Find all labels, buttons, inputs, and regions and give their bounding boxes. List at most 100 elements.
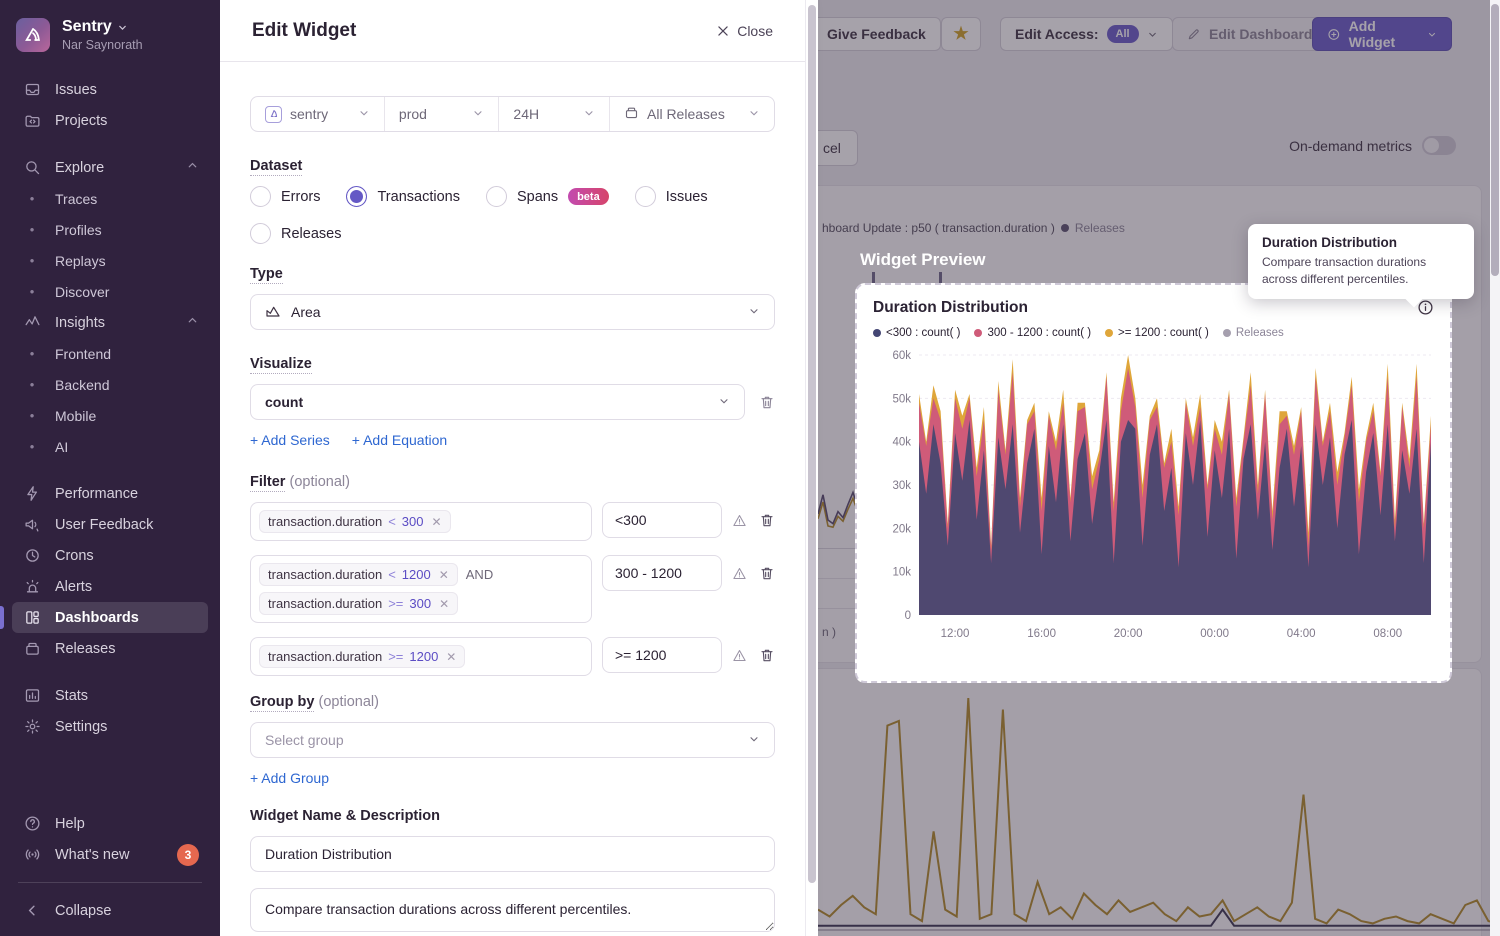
filter-conditions-input[interactable]: transaction.duration >= 1200 ✕ xyxy=(250,637,592,676)
sidebar-item-crons[interactable]: Crons xyxy=(12,540,208,571)
legend-item[interactable]: 300 - 1200 : count( ) xyxy=(974,327,1091,339)
sidebar-item-discover[interactable]: • Discover xyxy=(12,276,208,307)
add-equation-link[interactable]: + Add Equation xyxy=(351,432,448,448)
cancel-button-partial[interactable]: cel xyxy=(818,130,858,166)
sidebar-item-dashboards[interactable]: Dashboards xyxy=(0,602,208,633)
legend-item[interactable]: Releases xyxy=(1222,327,1284,339)
radio-icon[interactable] xyxy=(250,223,271,244)
time-range-selector[interactable]: 24H xyxy=(498,97,609,131)
dataset-option-spans[interactable]: Spans beta xyxy=(485,186,609,207)
sidebar-item-stats[interactable]: Stats xyxy=(12,680,208,711)
releases-selector[interactable]: All Releases xyxy=(609,97,774,131)
radio-icon[interactable] xyxy=(485,186,507,207)
sidebar-item-insights[interactable]: Insights xyxy=(12,307,208,338)
on-demand-toggle[interactable] xyxy=(1422,136,1456,155)
close-button[interactable]: Close xyxy=(716,23,773,39)
sidebar-item-user-feedback[interactable]: User Feedback xyxy=(12,509,208,540)
remove-condition-icon[interactable]: ✕ xyxy=(446,649,457,664)
sidebar-item-frontend[interactable]: • Frontend xyxy=(12,338,208,369)
delete-filter-button[interactable] xyxy=(759,565,775,581)
dataset-option-errors[interactable]: Errors xyxy=(250,186,320,207)
sidebar-item-releases[interactable]: Releases xyxy=(12,633,208,664)
legend-item[interactable]: >= 1200 : count( ) xyxy=(1105,327,1209,339)
favorite-button[interactable]: ★ xyxy=(941,17,981,51)
filter-condition-pill[interactable]: transaction.duration >= 300 ✕ xyxy=(259,592,459,615)
filter-alias-input[interactable] xyxy=(602,502,722,538)
chevron-down-icon xyxy=(748,304,760,320)
sidebar-item-whats-new[interactable]: What's new 3 xyxy=(12,839,208,870)
info-icon[interactable] xyxy=(1417,299,1434,321)
filter-condition-pill[interactable]: transaction.duration >= 1200 ✕ xyxy=(259,645,466,668)
scrollbar-thumb[interactable] xyxy=(1491,4,1499,276)
sidebar-item-label: Frontend xyxy=(55,345,112,362)
remove-condition-icon[interactable]: ✕ xyxy=(438,567,449,582)
remove-condition-icon[interactable]: ✕ xyxy=(439,596,450,611)
preview-area-chart[interactable]: 0 10k 20k 30k 40k 50k 60k 12:00 16:00 20:00 00:00 0… xyxy=(873,343,1436,649)
filter-conditions-input[interactable]: transaction.duration <300 ✕ xyxy=(250,502,592,541)
sidebar-item-label: Profiles xyxy=(55,221,102,238)
sidebar-item-explore[interactable]: Explore xyxy=(12,152,208,183)
sidebar-collapse-button[interactable]: Collapse xyxy=(12,895,208,926)
add-widget-label: Add Widget xyxy=(1348,18,1396,50)
sidebar-item-settings[interactable]: Settings xyxy=(12,711,208,742)
sidebar-item-mobile[interactable]: • Mobile xyxy=(12,400,208,431)
remove-condition-icon[interactable]: ✕ xyxy=(431,514,442,529)
radio-icon[interactable] xyxy=(634,186,656,207)
visualize-value: count xyxy=(265,394,304,410)
sidebar-item-alerts[interactable]: Alerts xyxy=(12,571,208,602)
gear-icon xyxy=(21,718,43,735)
filter-label: Filter xyxy=(250,474,286,492)
bullet-icon: • xyxy=(29,284,35,299)
edit-dashboard-button[interactable]: Edit Dashboard xyxy=(1172,17,1328,51)
sidebar-item-profiles[interactable]: • Profiles xyxy=(12,214,208,245)
filter-conditions-input[interactable]: transaction.duration <1200 ✕ AND transaction… xyxy=(250,555,592,623)
sidebar-item-projects[interactable]: Projects xyxy=(12,105,208,136)
sidebar-divider xyxy=(18,882,202,883)
sidebar-item-performance[interactable]: Performance xyxy=(12,478,208,509)
filter-condition-pill[interactable]: transaction.duration <300 ✕ xyxy=(259,510,451,533)
group-by-select[interactable]: Select group xyxy=(250,722,775,758)
sidebar-item-issues[interactable]: Issues xyxy=(12,74,208,105)
add-series-link[interactable]: + Add Series xyxy=(250,432,330,448)
sidebar-item-label: Issues xyxy=(55,81,97,98)
sidebar-item-label: Replays xyxy=(55,252,106,269)
dashboard-background: Give Feedback ★ Edit Access: All Edit Da… xyxy=(818,0,1500,936)
delete-filter-button[interactable] xyxy=(759,512,775,528)
add-group-link[interactable]: + Add Group xyxy=(250,770,330,786)
scrollbar-thumb[interactable] xyxy=(808,5,816,883)
widget-description-input[interactable] xyxy=(250,888,775,932)
filter-alias-input[interactable] xyxy=(602,637,722,673)
dataset-option-issues[interactable]: Issues xyxy=(634,186,708,207)
widget-name-input[interactable] xyxy=(250,836,775,872)
delete-filter-button[interactable] xyxy=(759,647,775,663)
sidebar-item-help[interactable]: Help xyxy=(12,808,208,839)
edit-access-button[interactable]: Edit Access: All xyxy=(1000,17,1173,51)
sidebar-item-traces[interactable]: • Traces xyxy=(12,183,208,214)
sidebar-item-ai[interactable]: • AI xyxy=(12,431,208,462)
project-selector[interactable]: sentry xyxy=(251,97,384,131)
modal-scrollbar[interactable] xyxy=(805,0,818,936)
dataset-option-releases[interactable]: Releases xyxy=(250,223,341,244)
filter-condition-pill[interactable]: transaction.duration <1200 ✕ xyxy=(259,563,458,586)
radio-icon[interactable] xyxy=(346,186,368,207)
preview-legend: <300 : count( ) 300 - 1200 : count( ) >= 1… xyxy=(873,327,1434,339)
visualize-label: Visualize xyxy=(250,356,312,374)
delete-visualize-button[interactable] xyxy=(759,394,775,410)
dataset-option-transactions[interactable]: Transactions xyxy=(346,186,460,207)
sidebar-item-backend[interactable]: • Backend xyxy=(12,369,208,400)
filter-field: transaction.duration xyxy=(268,567,383,582)
radio-icon[interactable] xyxy=(250,186,271,207)
svg-text:08:00: 08:00 xyxy=(1373,628,1402,640)
sidebar-item-replays[interactable]: • Replays xyxy=(12,245,208,276)
dashboard-scrollbar[interactable] xyxy=(1490,0,1500,936)
filter-field: transaction.duration xyxy=(268,514,383,529)
type-select[interactable]: Area xyxy=(250,294,775,330)
environment-selector[interactable]: prod xyxy=(383,97,498,131)
legend-item[interactable]: <300 : count( ) xyxy=(873,327,960,339)
visualize-select[interactable]: count xyxy=(250,384,745,420)
filter-alias-input[interactable] xyxy=(602,555,722,591)
svg-text:40k: 40k xyxy=(892,437,911,449)
give-feedback-button[interactable]: Give Feedback xyxy=(818,17,941,51)
org-switcher[interactable]: Sentry Nar Saynorath xyxy=(0,0,220,62)
add-widget-button[interactable]: Add Widget xyxy=(1312,17,1452,51)
